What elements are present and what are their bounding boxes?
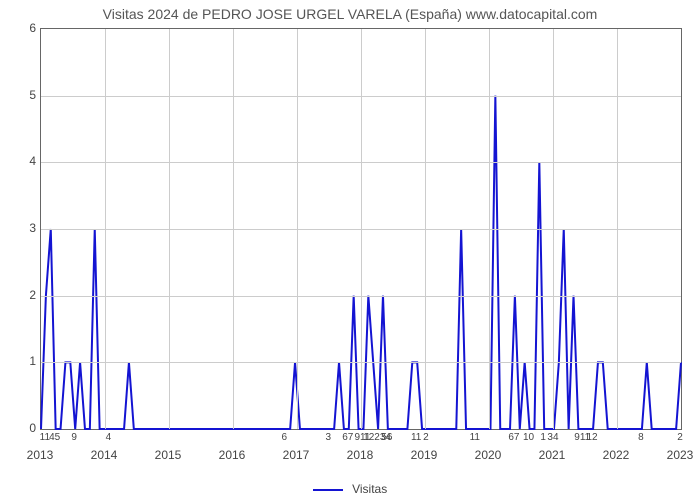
x-year-label: 2014 [91, 448, 118, 462]
grid-line-v [297, 29, 298, 429]
y-tick-label: 5 [6, 88, 36, 102]
x-tick-label: 56 [381, 432, 392, 443]
x-year-label: 2013 [27, 448, 54, 462]
x-tick-label: 10 [523, 432, 534, 443]
grid-line-v [553, 29, 554, 429]
x-year-label: 2021 [539, 448, 566, 462]
grid-line-v [425, 29, 426, 429]
legend-line [313, 489, 343, 491]
y-tick-label: 6 [6, 21, 36, 35]
x-year-label: 2023 [667, 448, 694, 462]
x-tick-label: 4 [106, 432, 112, 443]
x-year-label: 2018 [347, 448, 374, 462]
y-tick-label: 2 [6, 288, 36, 302]
x-tick-label: 11 [470, 432, 480, 443]
grid-line-v [169, 29, 170, 429]
grid-line-v [617, 29, 618, 429]
x-tick-label: 12 [586, 432, 597, 443]
y-tick-label: 4 [6, 154, 36, 168]
y-tick-label: 3 [6, 221, 36, 235]
grid-line-v [105, 29, 106, 429]
chart-container: Visitas 2024 de PEDRO JOSE URGEL VARELA … [0, 0, 700, 500]
x-year-label: 2022 [603, 448, 630, 462]
x-tick-label: 11 [411, 432, 421, 443]
x-tick-label: 45 [49, 432, 60, 443]
plot-area [40, 28, 682, 430]
x-tick-label: 34 [547, 432, 558, 443]
x-year-label: 2017 [283, 448, 310, 462]
x-year-label: 2020 [475, 448, 502, 462]
x-tick-label: 1 [540, 432, 546, 443]
x-tick-label: 2 [423, 432, 429, 443]
x-year-label: 2019 [411, 448, 438, 462]
x-tick-label: 3 [325, 432, 331, 443]
chart-title: Visitas 2024 de PEDRO JOSE URGEL VARELA … [0, 6, 700, 22]
y-tick-label: 0 [6, 421, 36, 435]
grid-line-v [489, 29, 490, 429]
x-tick-label: 6 [281, 432, 287, 443]
x-tick-label: 67 [508, 432, 519, 443]
x-tick-label: 2 [677, 432, 683, 443]
x-tick-label: 67 [342, 432, 353, 443]
grid-line-v [233, 29, 234, 429]
grid-line-v [361, 29, 362, 429]
x-year-label: 2016 [219, 448, 246, 462]
legend-label: Visitas [352, 482, 387, 496]
y-tick-label: 1 [6, 354, 36, 368]
x-tick-label: 8 [638, 432, 644, 443]
x-year-label: 2015 [155, 448, 182, 462]
x-tick-label: 9 [71, 432, 77, 443]
legend: Visitas [0, 482, 700, 496]
